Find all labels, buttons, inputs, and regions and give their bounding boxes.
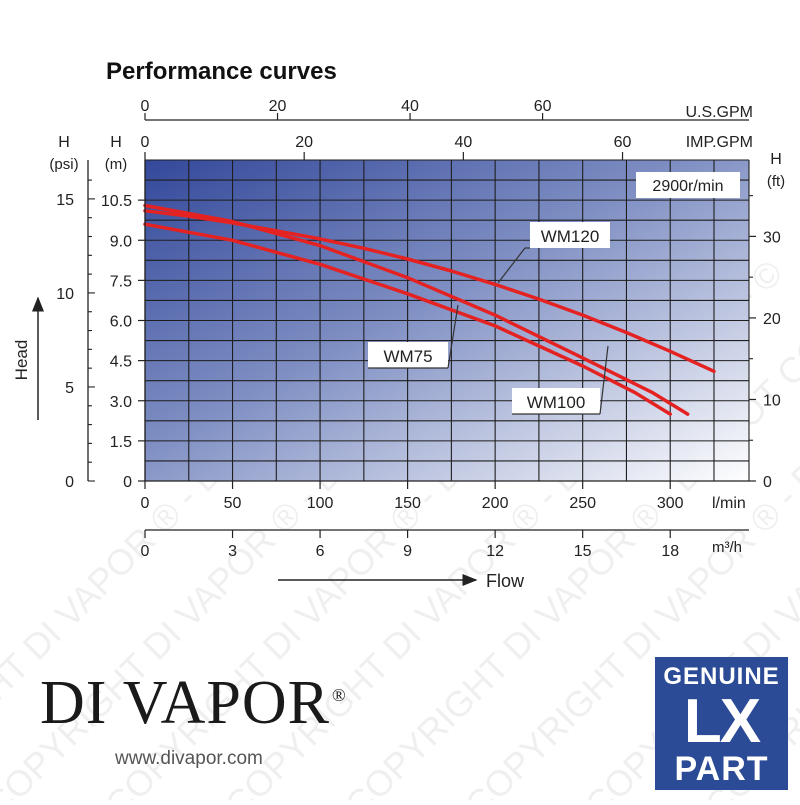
y-axis-m-letter: H bbox=[110, 134, 122, 151]
brand-logo: DI VAPOR ® bbox=[40, 672, 347, 734]
y-tick-label-m: 9.0 bbox=[110, 233, 132, 250]
callout-leader-wm120 bbox=[497, 247, 526, 284]
head-axis-label: Head bbox=[12, 340, 31, 381]
callout-leader-wm100 bbox=[599, 345, 609, 415]
y-unit-ft: (ft) bbox=[767, 173, 785, 190]
x-tick-label-impgpm: 20 bbox=[295, 134, 313, 151]
x-tick-label-usgpm: 0 bbox=[141, 98, 150, 115]
y-tick-label-m: 0 bbox=[123, 474, 132, 491]
x-unit-impgpm: IMP.GPM bbox=[686, 134, 753, 151]
y-tick-label-m: 7.5 bbox=[110, 273, 132, 290]
brand-registered-mark: ® bbox=[331, 685, 347, 706]
brand-url: www.divapor.com bbox=[115, 748, 263, 769]
series-line-wm75 bbox=[143, 222, 672, 416]
x-tick-label-lmin: 200 bbox=[482, 495, 509, 512]
badge-line-3: PART bbox=[674, 750, 769, 788]
x-tick-label-m3h: 18 bbox=[661, 543, 679, 560]
chart-title: Performance curves bbox=[106, 58, 337, 85]
y-tick-label-psi: 5 bbox=[65, 380, 74, 397]
x-tick-label-impgpm: 60 bbox=[614, 134, 632, 151]
y-tick-label-ft: 10 bbox=[763, 392, 781, 409]
series-line-wm100 bbox=[143, 203, 690, 416]
callout-box-wm100 bbox=[512, 388, 600, 414]
x-tick-label-m3h: 6 bbox=[316, 543, 325, 560]
y-tick-label-m: 6.0 bbox=[110, 314, 132, 331]
performance-curves: WM120 WM75 WM100 bbox=[143, 203, 716, 416]
x-unit-m3h: m³/h bbox=[712, 539, 742, 556]
rpm-annotation-box bbox=[636, 172, 740, 198]
x-tick-label-usgpm: 20 bbox=[269, 98, 287, 115]
callout-label-wm120: WM120 bbox=[541, 227, 600, 246]
callout-label-wm75: WM75 bbox=[383, 347, 432, 366]
callout-box-wm75 bbox=[368, 342, 448, 368]
x-tick-label-impgpm: 0 bbox=[141, 134, 150, 151]
callout-box-wm120 bbox=[530, 222, 610, 248]
y-tick-label-m: 3.0 bbox=[110, 394, 132, 411]
y-tick-label-ft: 20 bbox=[763, 311, 781, 328]
x-tick-label-lmin: 50 bbox=[224, 495, 242, 512]
x-tick-label-m3h: 3 bbox=[228, 543, 237, 560]
x-unit-lmin: l/min bbox=[712, 495, 746, 512]
y-tick-label-m: 1.5 bbox=[110, 434, 132, 451]
y-tick-label-m: 10.5 bbox=[101, 193, 132, 210]
y-tick-label-psi: 0 bbox=[65, 474, 74, 491]
y-tick-label-psi: 10 bbox=[56, 286, 74, 303]
x-tick-label-usgpm: 60 bbox=[534, 98, 552, 115]
brand-name: DI VAPOR bbox=[40, 669, 330, 737]
x-tick-label-lmin: 250 bbox=[569, 495, 596, 512]
x-tick-label-m3h: 9 bbox=[403, 543, 412, 560]
x-tick-label-m3h: 0 bbox=[141, 543, 150, 560]
badge-line-1: GENUINE bbox=[663, 663, 780, 690]
x-unit-usgpm: U.S.GPM bbox=[685, 104, 753, 121]
genuine-part-badge: GENUINE LX PART bbox=[655, 657, 788, 790]
x-tick-label-m3h: 15 bbox=[574, 543, 592, 560]
rpm-annotation: 2900r/min bbox=[652, 178, 723, 195]
y-tick-label-ft: 30 bbox=[763, 229, 781, 246]
x-tick-label-usgpm: 40 bbox=[401, 98, 419, 115]
x-tick-label-lmin: 0 bbox=[141, 495, 150, 512]
x-tick-label-lmin: 100 bbox=[307, 495, 334, 512]
y-tick-label-psi: 15 bbox=[56, 192, 74, 209]
callout-label-wm100: WM100 bbox=[527, 393, 586, 412]
y-axis-ft-letter: H bbox=[770, 151, 782, 168]
callout-leader-wm75 bbox=[447, 304, 459, 369]
badge-line-2: LX bbox=[683, 687, 761, 756]
x-tick-label-lmin: 150 bbox=[394, 495, 421, 512]
flow-axis-label: Flow bbox=[486, 571, 525, 591]
y-tick-label-ft: 0 bbox=[763, 474, 772, 491]
y-unit-psi: (psi) bbox=[49, 156, 78, 173]
x-tick-label-impgpm: 40 bbox=[454, 134, 472, 151]
y-axis-psi-letter: H bbox=[58, 134, 70, 151]
x-tick-label-lmin: 300 bbox=[657, 495, 684, 512]
y-tick-label-m: 4.5 bbox=[110, 354, 132, 371]
x-tick-label-m3h: 12 bbox=[486, 543, 504, 560]
y-unit-m: (m) bbox=[105, 156, 128, 173]
